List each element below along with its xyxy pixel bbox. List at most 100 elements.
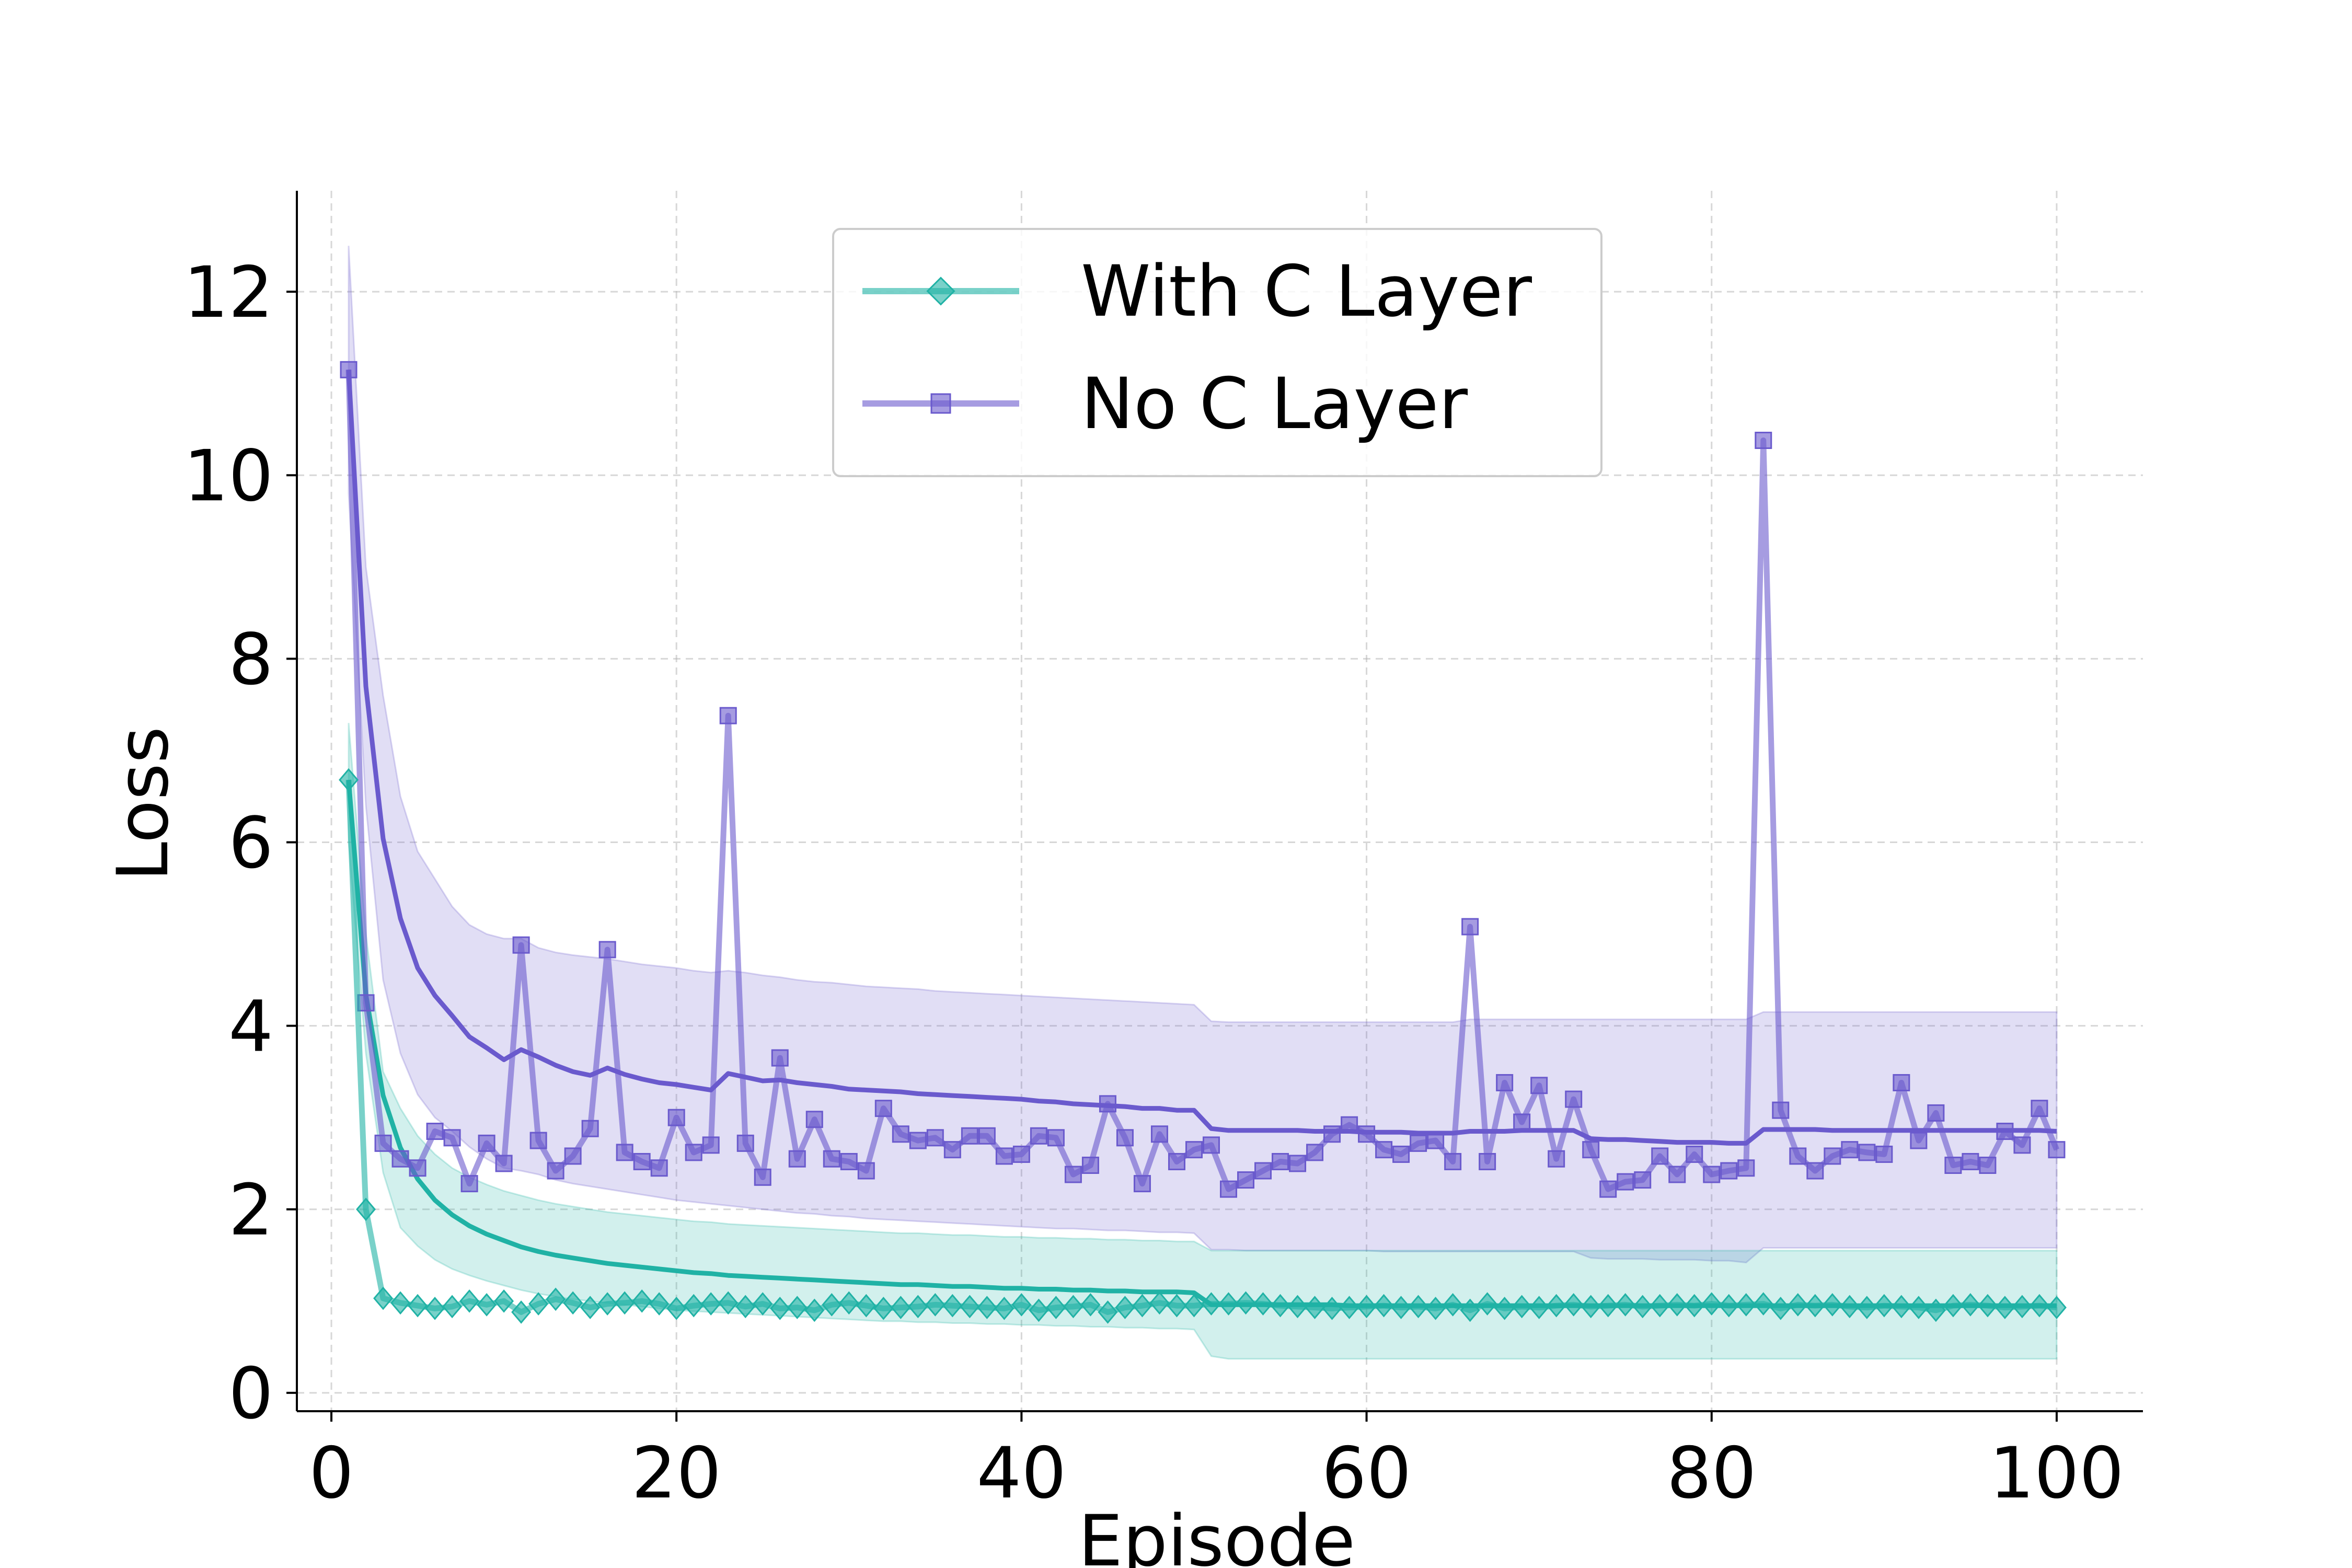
point-no-c-layer	[1410, 1134, 1427, 1152]
point-no-c-layer	[1202, 1136, 1220, 1154]
point-with-c-layer	[1667, 1293, 1687, 1317]
point-no-c-layer	[840, 1152, 858, 1170]
point-no-c-layer	[529, 1132, 547, 1149]
point-with-c-layer	[1374, 1294, 1394, 1318]
point-with-c-layer	[1477, 1292, 1497, 1316]
point-with-c-layer	[839, 1291, 859, 1315]
point-with-c-layer	[511, 1300, 532, 1324]
point-with-c-layer	[1857, 1296, 1877, 1319]
point-no-c-layer	[736, 1134, 754, 1152]
point-no-c-layer	[1651, 1147, 1669, 1165]
point-with-c-layer	[459, 1289, 480, 1313]
point-no-c-layer	[978, 1127, 996, 1145]
point-with-c-layer	[442, 1295, 463, 1319]
point-no-c-layer	[1392, 1145, 1410, 1163]
point-with-c-layer	[1994, 1296, 2015, 1319]
point-with-c-layer	[1149, 1291, 1170, 1315]
point-no-c-layer	[426, 1123, 444, 1140]
point-with-c-layer	[977, 1296, 997, 1319]
point-no-c-layer	[892, 1125, 909, 1143]
x-tick-label: 100	[1989, 1432, 2124, 1514]
point-with-c-layer	[1719, 1294, 1739, 1318]
point-with-c-layer	[925, 1293, 946, 1317]
point-with-c-layer	[1891, 1295, 1911, 1319]
x-tick-label: 60	[1322, 1432, 1412, 1514]
point-with-c-layer	[1615, 1293, 1635, 1317]
legend-label-no-c-layer: No C Layer	[1081, 363, 1468, 445]
point-with-c-layer	[1011, 1293, 1032, 1317]
point-no-c-layer	[1530, 1077, 1548, 1094]
point-with-c-layer	[1926, 1298, 1946, 1322]
point-with-c-layer	[1529, 1296, 1549, 1319]
point-with-c-layer	[632, 1289, 652, 1313]
point-with-c-layer	[425, 1297, 445, 1320]
point-with-c-layer	[563, 1291, 583, 1315]
point-with-c-layer	[1098, 1300, 1118, 1324]
point-no-c-layer	[633, 1152, 651, 1170]
point-no-c-layer	[1686, 1145, 1703, 1163]
point-no-c-layer	[874, 1100, 892, 1117]
point-no-c-layer	[1996, 1123, 2014, 1140]
band-with-c-layer	[348, 723, 2058, 1360]
legend-marker-with-c-layer	[926, 276, 955, 306]
y-tick-label: 6	[228, 802, 273, 884]
point-with-c-layer	[1563, 1293, 1584, 1317]
point-no-c-layer	[1962, 1152, 1979, 1170]
point-no-c-layer	[1513, 1113, 1531, 1131]
point-with-c-layer	[1460, 1298, 1480, 1322]
point-with-c-layer	[804, 1298, 825, 1322]
point-with-c-layer	[1115, 1296, 1135, 1319]
point-with-c-layer	[1236, 1291, 1256, 1315]
point-no-c-layer	[1254, 1162, 1272, 1180]
point-no-c-layer	[1789, 1147, 1807, 1165]
point-no-c-layer	[1133, 1175, 1151, 1193]
point-with-c-layer	[1546, 1294, 1566, 1318]
point-with-c-layer	[666, 1297, 687, 1320]
point-with-c-layer	[390, 1291, 411, 1315]
point-no-c-layer	[1341, 1116, 1358, 1134]
point-with-c-layer	[1132, 1294, 1152, 1318]
point-with-c-layer	[1322, 1297, 1342, 1320]
point-no-c-layer	[1858, 1144, 1876, 1161]
point-no-c-layer	[685, 1144, 702, 1161]
point-no-c-layer	[1116, 1129, 1134, 1147]
point-with-c-layer	[1184, 1294, 1204, 1318]
point-with-c-layer	[1356, 1295, 1377, 1319]
point-no-c-layer	[650, 1159, 668, 1177]
point-no-c-layer	[1772, 1101, 1790, 1119]
point-no-c-layer	[1737, 1159, 1755, 1177]
point-no-c-layer	[1237, 1171, 1255, 1189]
point-no-c-layer	[1272, 1152, 1289, 1170]
point-with-c-layer	[1270, 1294, 1290, 1318]
point-no-c-layer	[581, 1120, 599, 1137]
point-no-c-layer	[1323, 1125, 1341, 1143]
point-no-c-layer	[1185, 1141, 1203, 1159]
point-no-c-layer	[1755, 432, 1772, 449]
point-with-c-layer	[960, 1295, 980, 1319]
point-with-c-layer	[1391, 1296, 1411, 1319]
point-with-c-layer	[408, 1294, 428, 1318]
point-no-c-layer	[564, 1147, 582, 1165]
point-no-c-layer	[857, 1162, 875, 1180]
x-axis-title: Episode	[1078, 1500, 1355, 1568]
point-no-c-layer	[1824, 1147, 1841, 1165]
point-with-c-layer	[1408, 1295, 1428, 1319]
raw-series	[339, 361, 2067, 1324]
point-with-c-layer	[1650, 1294, 1670, 1318]
legend-label-with-c-layer: With C Layer	[1081, 250, 1532, 332]
point-no-c-layer	[995, 1147, 1013, 1165]
point-no-c-layer	[1668, 1166, 1686, 1183]
y-axis-title: Loss	[102, 727, 184, 881]
point-with-c-layer	[1839, 1295, 1860, 1319]
point-no-c-layer	[702, 1136, 720, 1154]
point-no-c-layer	[2048, 1141, 2066, 1159]
point-no-c-layer	[391, 1150, 409, 1168]
point-no-c-layer	[1979, 1156, 1997, 1174]
point-with-c-layer	[1443, 1293, 1463, 1317]
point-no-c-layer	[1375, 1141, 1393, 1159]
point-with-c-layer	[942, 1294, 963, 1318]
point-with-c-layer	[1736, 1293, 1756, 1317]
point-with-c-layer	[1063, 1295, 1083, 1319]
point-no-c-layer	[598, 941, 616, 959]
point-with-c-layer	[1598, 1294, 1618, 1318]
